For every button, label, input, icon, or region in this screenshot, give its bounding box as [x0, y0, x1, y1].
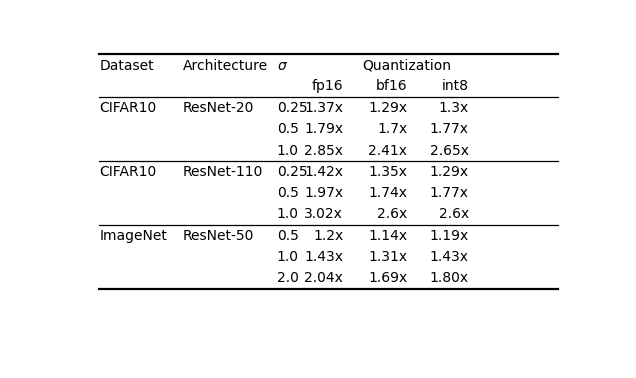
Text: 0.25: 0.25 — [277, 101, 307, 115]
Text: ImageNet: ImageNet — [99, 228, 167, 243]
Text: 2.65x: 2.65x — [430, 144, 469, 158]
Text: 1.0: 1.0 — [277, 250, 299, 264]
Text: 1.74x: 1.74x — [368, 186, 407, 200]
Text: 1.0: 1.0 — [277, 207, 299, 221]
Text: 1.97x: 1.97x — [304, 186, 343, 200]
Text: 0.5: 0.5 — [277, 228, 298, 243]
Text: Architecture: Architecture — [183, 59, 268, 73]
Text: Quantization: Quantization — [362, 59, 451, 73]
Text: CIFAR10: CIFAR10 — [99, 165, 156, 179]
Text: 1.2x: 1.2x — [313, 228, 343, 243]
Text: 1.19x: 1.19x — [430, 228, 469, 243]
Text: 3.02x: 3.02x — [305, 207, 343, 221]
Text: 2.6x: 2.6x — [377, 207, 407, 221]
Text: Dataset: Dataset — [99, 59, 154, 73]
Text: 1.77x: 1.77x — [430, 186, 469, 200]
Text: 0.5: 0.5 — [277, 122, 298, 136]
Text: 1.43x: 1.43x — [430, 250, 469, 264]
Text: 0.25: 0.25 — [277, 165, 307, 179]
Text: 1.35x: 1.35x — [368, 165, 407, 179]
Text: 1.43x: 1.43x — [304, 250, 343, 264]
Text: bf16: bf16 — [376, 79, 407, 93]
Text: $\mathit{\sigma}$: $\mathit{\sigma}$ — [277, 59, 288, 73]
Text: 1.0: 1.0 — [277, 144, 299, 158]
Text: ResNet-50: ResNet-50 — [183, 228, 254, 243]
Text: int8: int8 — [442, 79, 469, 93]
Text: 1.42x: 1.42x — [304, 165, 343, 179]
Text: ResNet-110: ResNet-110 — [183, 165, 263, 179]
Text: 1.69x: 1.69x — [368, 271, 407, 285]
Text: ResNet-20: ResNet-20 — [183, 101, 254, 115]
Text: 2.04x: 2.04x — [305, 271, 343, 285]
Text: 1.31x: 1.31x — [368, 250, 407, 264]
Text: 1.37x: 1.37x — [304, 101, 343, 115]
Text: 2.85x: 2.85x — [304, 144, 343, 158]
Text: 1.3x: 1.3x — [439, 101, 469, 115]
Text: fp16: fp16 — [312, 79, 343, 93]
Text: 2.0: 2.0 — [277, 271, 298, 285]
Text: 1.80x: 1.80x — [430, 271, 469, 285]
Text: 2.6x: 2.6x — [439, 207, 469, 221]
Text: 2.41x: 2.41x — [368, 144, 407, 158]
Text: 1.7x: 1.7x — [377, 122, 407, 136]
Text: 1.29x: 1.29x — [430, 165, 469, 179]
Text: CIFAR10: CIFAR10 — [99, 101, 156, 115]
Text: 1.14x: 1.14x — [368, 228, 407, 243]
Text: 1.79x: 1.79x — [304, 122, 343, 136]
Text: 1.29x: 1.29x — [368, 101, 407, 115]
Text: 1.77x: 1.77x — [430, 122, 469, 136]
Text: 0.5: 0.5 — [277, 186, 298, 200]
